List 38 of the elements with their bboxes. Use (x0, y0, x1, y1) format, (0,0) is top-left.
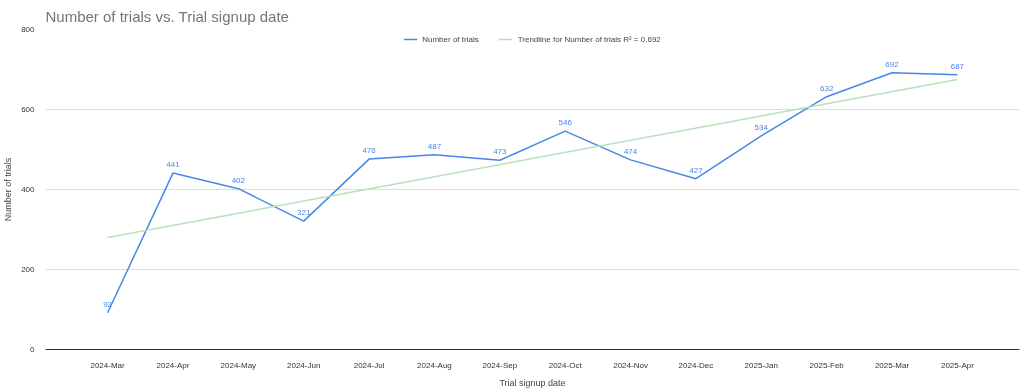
x-tick-label: 2024-Sep (482, 360, 518, 370)
chart-title: Number of trials vs. Trial signup date (45, 7, 289, 25)
data-label: 692 (885, 59, 900, 69)
x-tick-label: 2024-Aug (417, 360, 452, 370)
x-tick-label: 2025-Mar (874, 360, 910, 370)
y-tick-label: 0 (30, 345, 36, 354)
legend-label: Number of trials (422, 34, 479, 44)
data-label: 534 (754, 122, 769, 132)
data-label: 687 (950, 61, 965, 71)
x-tick-label: 2025-Jan (744, 360, 778, 370)
data-label: 487 (427, 141, 442, 151)
y-tick-label: 200 (21, 265, 36, 274)
x-tick-label: 2024-Oct (548, 360, 583, 370)
data-label: 321 (297, 208, 311, 218)
x-tick-label: 2025-Apr (940, 360, 975, 370)
x-tick-label: 2024-May (220, 360, 257, 370)
data-label: 427 (689, 165, 704, 175)
data-label: 474 (623, 146, 638, 156)
data-label: 632 (819, 83, 834, 93)
x-tick-label: 2024-Mar (90, 360, 126, 370)
data-label: 473 (493, 147, 508, 157)
x-tick-label: 2025-Feb (809, 360, 845, 370)
x-axis-title: Trial signup date (499, 377, 566, 388)
x-tick-label: 2024-Apr (156, 360, 190, 370)
y-tick-label: 600 (21, 105, 36, 114)
data-label: 92 (103, 299, 113, 309)
data-label: 546 (558, 118, 573, 128)
x-tick-label: 2024-Jul (353, 360, 385, 370)
x-tick-label: 2024-Jun (287, 360, 321, 370)
x-tick-label: 2024-Dec (678, 360, 714, 370)
data-label: 441 (166, 160, 181, 170)
y-tick-label: 800 (21, 25, 36, 34)
data-label: 476 (362, 146, 377, 156)
y-tick-label: 400 (21, 185, 36, 194)
x-tick-label: 2024-Nov (613, 360, 648, 370)
legend-label: Trendline for Number of trials R² = 0.692 (517, 34, 661, 44)
data-label: 402 (231, 175, 246, 185)
y-axis-title: Number of trials (3, 157, 14, 222)
